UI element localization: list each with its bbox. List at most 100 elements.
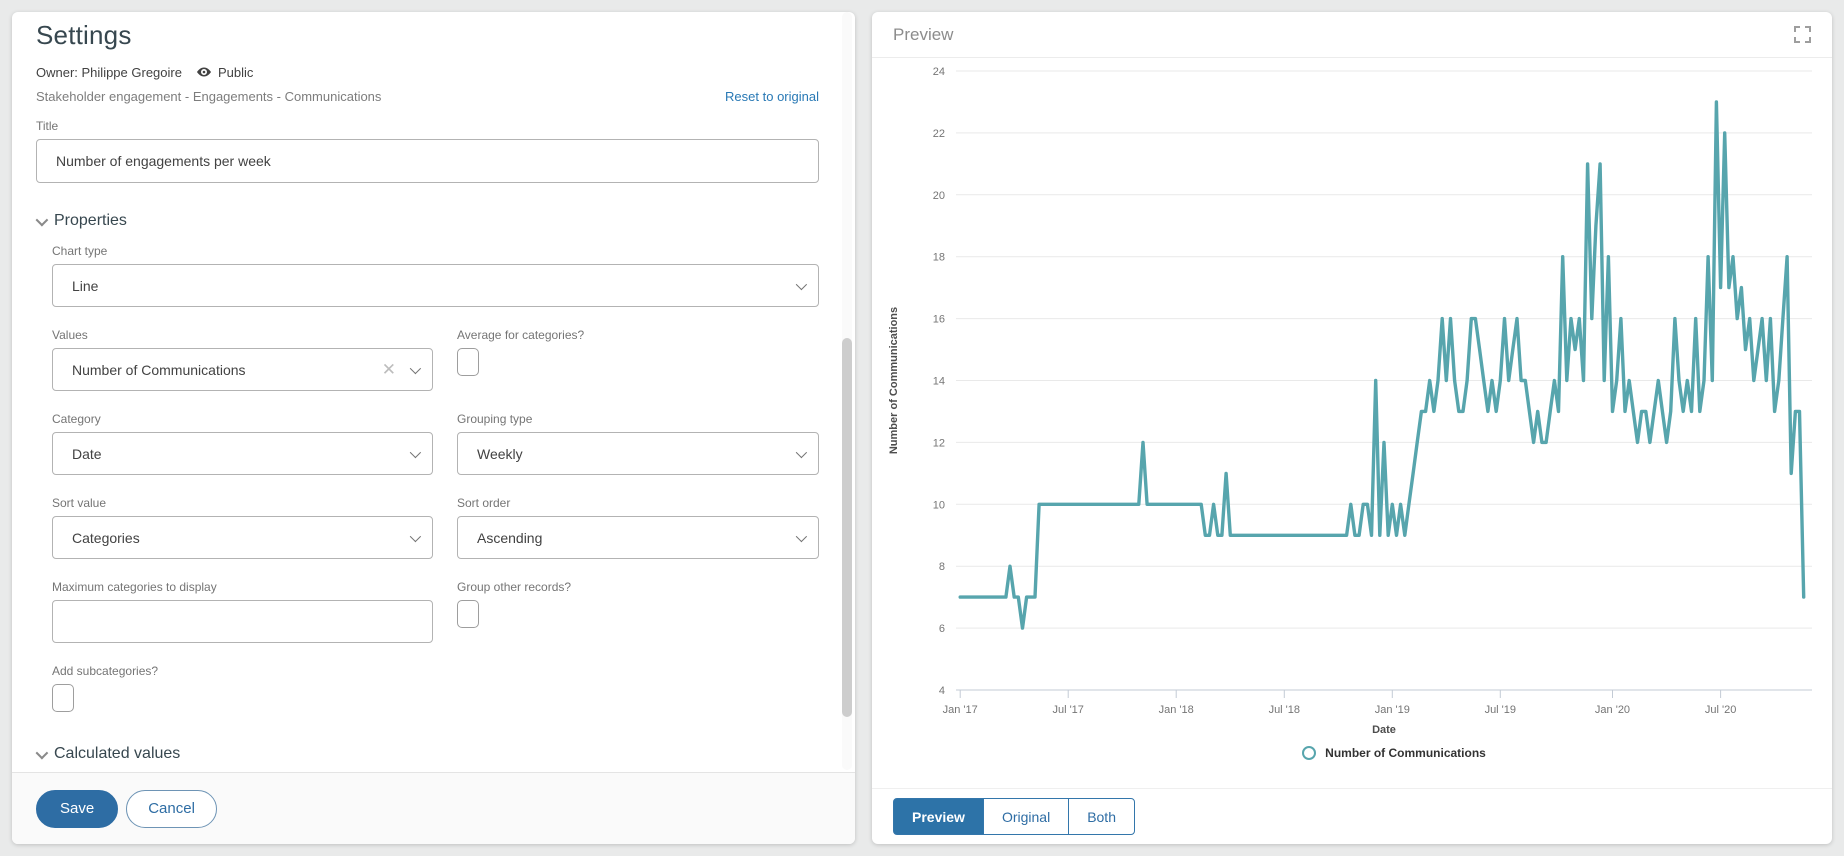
chart-type-select[interactable]: Line: [52, 264, 819, 307]
tab-preview[interactable]: Preview: [893, 798, 984, 835]
chevron-down-icon: [409, 362, 422, 374]
chevron-down-icon: [795, 446, 808, 458]
values-select[interactable]: Number of Communications ✕: [52, 348, 433, 391]
chevron-down-icon: [409, 530, 422, 542]
chevron-down-icon: [795, 530, 808, 542]
sort-order-label: Sort order: [457, 496, 511, 510]
fullscreen-expand-icon[interactable]: [1794, 26, 1811, 43]
average-checkbox[interactable]: [457, 348, 479, 376]
reset-to-original-link[interactable]: Reset to original: [725, 89, 819, 104]
sort-order-value: Ascending: [477, 529, 543, 546]
calculated-values-header-label: Calculated values: [54, 745, 181, 762]
sort-order-select[interactable]: Ascending: [457, 516, 819, 559]
preview-footer: Preview Original Both: [872, 788, 1832, 844]
values-field: Values Number of Communications ✕: [52, 328, 433, 391]
svg-text:Jan '20: Jan '20: [1595, 704, 1630, 716]
average-field: Average for categories?: [457, 328, 819, 391]
owner-row: Owner: Philippe Gregoire Public: [36, 64, 819, 80]
settings-scroll-area: Settings Owner: Philippe Gregoire Public…: [12, 12, 855, 772]
settings-panel: Settings Owner: Philippe Gregoire Public…: [12, 12, 855, 844]
sort-value-value: Categories: [72, 529, 140, 546]
title-field-block: Title: [36, 119, 819, 183]
legend-label: Number of Communications: [1325, 746, 1486, 760]
x-icon[interactable]: ✕: [381, 360, 396, 379]
max-categories-field: Maximum categories to display: [52, 580, 433, 643]
svg-text:22: 22: [933, 128, 945, 140]
max-categories-input[interactable]: [52, 600, 433, 643]
title-field-label: Title: [36, 119, 59, 133]
grouping-type-value: Weekly: [477, 445, 523, 462]
grouping-type-label: Grouping type: [457, 412, 533, 426]
chart-type-field: Chart type Line: [52, 244, 819, 307]
legend-circle-icon: [1302, 746, 1317, 760]
tab-original[interactable]: Original: [982, 798, 1070, 835]
title-input[interactable]: [36, 139, 819, 183]
scrollbar-thumb[interactable]: [842, 337, 852, 717]
preview-panel: Preview 4 6 8 10 12 14 16 18 20 22 24 Jan '17 Jul '1…: [872, 12, 1832, 844]
svg-text:6: 6: [939, 623, 945, 635]
sort-value-field: Sort value Categories: [52, 496, 433, 559]
sort-value-label: Sort value: [52, 496, 107, 510]
svg-text:Jan '18: Jan '18: [1159, 704, 1194, 716]
properties-fields: Chart type Line Values Number of Communi…: [52, 244, 819, 712]
line-chart: 4 6 8 10 12 14 16 18 20 22 24 Jan '17 Jul '17 Jan '18…: [872, 58, 1832, 738]
page-title: Settings: [36, 20, 132, 50]
category-value: Date: [72, 445, 102, 462]
chart-legend[interactable]: Number of Communications: [956, 738, 1832, 768]
preview-tabs: Preview Original Both: [893, 798, 1135, 835]
svg-text:Jul '17: Jul '17: [1052, 704, 1083, 716]
svg-text:Jan '19: Jan '19: [1375, 704, 1410, 716]
add-subcategories-field: Add subcategories?: [52, 664, 433, 712]
tab-both[interactable]: Both: [1068, 798, 1135, 835]
preview-header: Preview: [872, 12, 1832, 58]
save-button[interactable]: Save: [36, 789, 119, 828]
values-value: Number of Communications: [72, 361, 246, 378]
category-label: Category: [52, 412, 101, 426]
group-other-checkbox[interactable]: [457, 600, 479, 628]
grouping-type-select[interactable]: Weekly: [457, 432, 819, 475]
category-field: Category Date: [52, 412, 433, 475]
group-other-label: Group other records?: [457, 580, 572, 594]
average-label: Average for categories?: [457, 328, 585, 342]
group-other-field: Group other records?: [457, 580, 819, 643]
properties-header-label: Properties: [54, 212, 127, 229]
max-categories-label: Maximum categories to display: [52, 580, 217, 594]
grouping-type-field: Grouping type Weekly: [457, 412, 819, 475]
svg-text:Jul '18: Jul '18: [1269, 704, 1300, 716]
sort-order-field: Sort order Ascending: [457, 496, 819, 559]
visibility-label: Public: [217, 64, 254, 80]
scrollbar[interactable]: [842, 12, 852, 770]
svg-text:Jul '20: Jul '20: [1705, 704, 1736, 716]
svg-text:18: 18: [933, 252, 945, 264]
svg-text:20: 20: [933, 190, 945, 202]
svg-text:8: 8: [939, 561, 945, 573]
calculated-values-section-header[interactable]: Calculated values: [35, 745, 819, 763]
svg-text:4: 4: [939, 685, 945, 697]
owner-label: Owner: Philippe Gregoire: [36, 64, 182, 80]
chevron-down-icon: [35, 213, 49, 226]
svg-text:Date: Date: [1372, 724, 1396, 736]
svg-text:24: 24: [933, 66, 945, 78]
chart-type-label: Chart type: [52, 244, 108, 258]
cancel-button[interactable]: Cancel: [126, 789, 217, 828]
chart-svg: 4 6 8 10 12 14 16 18 20 22 24 Jan '17 Jul '17 Jan '18…: [888, 66, 1812, 736]
settings-footer: Save Cancel: [12, 772, 855, 844]
add-subcategories-label: Add subcategories?: [52, 664, 159, 678]
svg-text:10: 10: [933, 499, 945, 511]
chevron-down-icon: [409, 446, 422, 458]
values-label: Values: [52, 328, 88, 342]
breadcrumb-row: Stakeholder engagement - Engagements - C…: [36, 89, 819, 104]
chevron-down-icon: [795, 278, 808, 290]
category-select[interactable]: Date: [52, 432, 433, 475]
svg-text:Number of Communications: Number of Communications: [888, 307, 900, 454]
add-subcategories-checkbox[interactable]: [52, 684, 74, 712]
eye-icon: [196, 64, 212, 80]
sort-value-select[interactable]: Categories: [52, 516, 433, 559]
svg-text:Jan '17: Jan '17: [943, 704, 978, 716]
breadcrumb: Stakeholder engagement - Engagements - C…: [36, 89, 382, 104]
svg-text:12: 12: [933, 437, 945, 449]
properties-section-header[interactable]: Properties: [35, 212, 819, 230]
chart-type-value: Line: [72, 277, 99, 294]
svg-text:Jul '19: Jul '19: [1485, 704, 1516, 716]
